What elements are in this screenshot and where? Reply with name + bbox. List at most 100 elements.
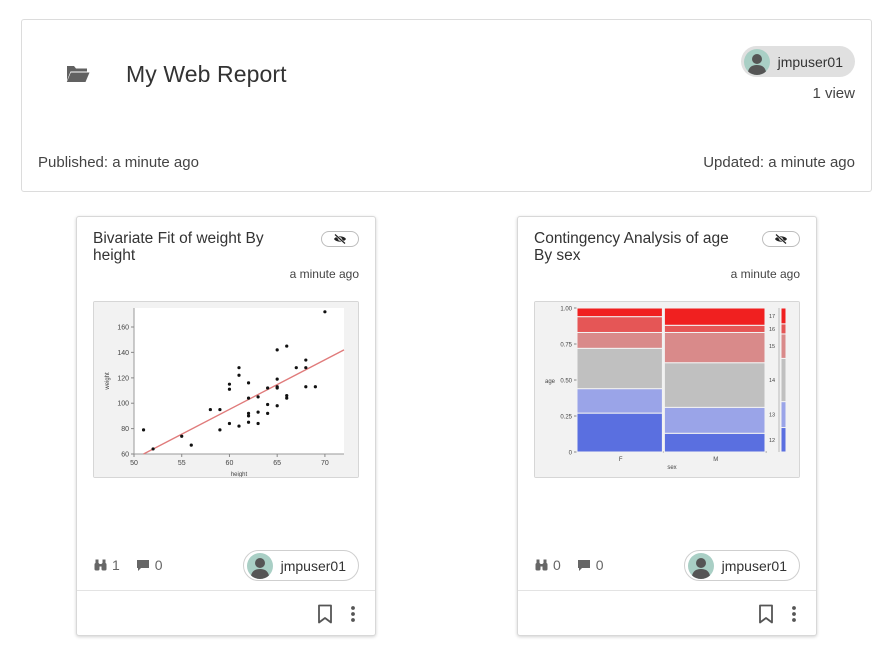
mosaic-cell xyxy=(663,331,766,364)
data-point xyxy=(237,366,241,370)
data-point xyxy=(304,385,308,389)
data-point xyxy=(275,377,279,381)
tile-owner-chip[interactable]: jmpuser01 xyxy=(242,550,359,581)
y-tick-label: 0.75 xyxy=(560,343,572,349)
y-tick-label: 0.50 xyxy=(560,379,572,385)
avatar xyxy=(743,48,770,75)
data-point xyxy=(237,373,241,377)
data-point xyxy=(266,402,270,407)
more-vert-icon[interactable] xyxy=(349,605,357,623)
mosaic-cell xyxy=(576,307,663,318)
divider xyxy=(77,590,375,591)
data-point xyxy=(304,358,308,362)
y-tick-label: 120 xyxy=(117,375,129,382)
avatar xyxy=(246,552,273,579)
data-point xyxy=(227,421,232,426)
data-point xyxy=(180,434,184,438)
comment-count: 0 xyxy=(595,557,604,573)
view-count: 1 view xyxy=(812,85,855,102)
mosaic-cell xyxy=(576,347,663,390)
published-time: Published: a minute ago xyxy=(38,154,199,171)
mosaic-cell xyxy=(663,432,766,453)
chart-thumbnail[interactable]: 50 55 60 65 70 60 80 100 120 140 160 weight height xyxy=(93,301,359,478)
owner-name: jmpuser01 xyxy=(777,53,843,70)
data-point xyxy=(151,447,155,451)
data-point xyxy=(246,396,251,400)
data-point xyxy=(256,410,260,414)
avatar xyxy=(687,552,714,579)
owner-name: jmpuser01 xyxy=(721,557,787,574)
report-tile-bivariate[interactable]: Bivariate Fit of weight By height a minu… xyxy=(76,216,376,636)
tile-owner-chip[interactable]: jmpuser01 xyxy=(683,550,800,581)
data-point xyxy=(275,404,279,408)
data-point xyxy=(208,407,212,412)
legend-label: 16 xyxy=(769,327,775,333)
data-point xyxy=(237,424,241,428)
data-point xyxy=(323,310,327,314)
more-vert-icon[interactable] xyxy=(790,605,798,623)
data-point xyxy=(266,386,270,390)
comment-icon xyxy=(136,559,149,571)
eye-off-icon xyxy=(775,234,787,244)
tile-stats: 0 0 xyxy=(535,557,604,573)
legend-label: 17 xyxy=(769,314,775,320)
folder-open-icon xyxy=(66,66,90,82)
report-owner-chip[interactable]: jmpuser01 xyxy=(740,46,855,77)
data-point xyxy=(313,385,317,389)
y-tick-label: 0.25 xyxy=(560,415,572,421)
data-point xyxy=(275,385,279,389)
binoculars-icon xyxy=(535,559,548,571)
tile-updated-time: a minute ago xyxy=(289,267,359,281)
y-tick-label: 1.00 xyxy=(560,307,572,313)
x-tick-label: F xyxy=(619,457,623,463)
report-tile-contingency[interactable]: Contingency Analysis of age By sex a min… xyxy=(517,216,817,636)
marginal-cell xyxy=(780,333,787,359)
data-point xyxy=(246,420,251,424)
y-axis-label: age xyxy=(545,379,556,385)
x-tick-label: M xyxy=(713,457,718,463)
mosaic-cell xyxy=(663,406,766,434)
data-point xyxy=(304,366,308,370)
data-point xyxy=(285,394,289,398)
legend-label: 15 xyxy=(769,344,775,350)
y-tick-label: 100 xyxy=(117,401,129,408)
visibility-toggle[interactable] xyxy=(762,231,800,247)
plot-area xyxy=(134,308,344,454)
tile-title[interactable]: Bivariate Fit of weight By height xyxy=(93,230,264,264)
view-count: 0 xyxy=(553,557,561,573)
x-tick-label: 60 xyxy=(226,460,234,467)
x-axis-label: sex xyxy=(667,465,676,471)
mosaic-cell xyxy=(576,388,663,414)
report-header-card: My Web Report jmpuser01 1 view Published… xyxy=(21,19,872,192)
legend-label: 12 xyxy=(769,438,775,444)
comment-icon xyxy=(577,559,590,571)
y-axis-label: weight xyxy=(105,372,111,391)
mosaic-cell xyxy=(576,412,663,453)
user-avatar-icon xyxy=(246,552,273,579)
bookmark-icon[interactable] xyxy=(317,604,333,624)
comment-count: 0 xyxy=(154,557,163,573)
y-tick-label: 80 xyxy=(121,426,129,433)
data-point xyxy=(246,411,251,415)
data-point xyxy=(275,348,279,352)
eye-off-icon xyxy=(334,234,346,244)
fit-line xyxy=(143,349,345,455)
visibility-toggle[interactable] xyxy=(321,231,359,247)
x-tick-label: 50 xyxy=(130,460,138,467)
mosaic-cell xyxy=(576,316,663,333)
marginal-cell xyxy=(780,357,787,403)
owner-name: jmpuser01 xyxy=(280,557,346,574)
data-point xyxy=(218,407,222,412)
y-tick-label: 140 xyxy=(117,350,129,357)
scatter-plot: 50 55 60 65 70 60 80 100 120 140 160 weight height xyxy=(94,302,358,477)
marginal-cell xyxy=(780,323,787,335)
tile-title[interactable]: Contingency Analysis of age By sex xyxy=(534,230,729,264)
x-tick-label: 55 xyxy=(178,460,186,467)
data-point xyxy=(256,421,260,426)
bookmark-icon[interactable] xyxy=(758,604,774,624)
updated-time: Updated: a minute ago xyxy=(703,154,855,171)
user-avatar-icon xyxy=(687,552,714,579)
data-point xyxy=(189,443,193,447)
